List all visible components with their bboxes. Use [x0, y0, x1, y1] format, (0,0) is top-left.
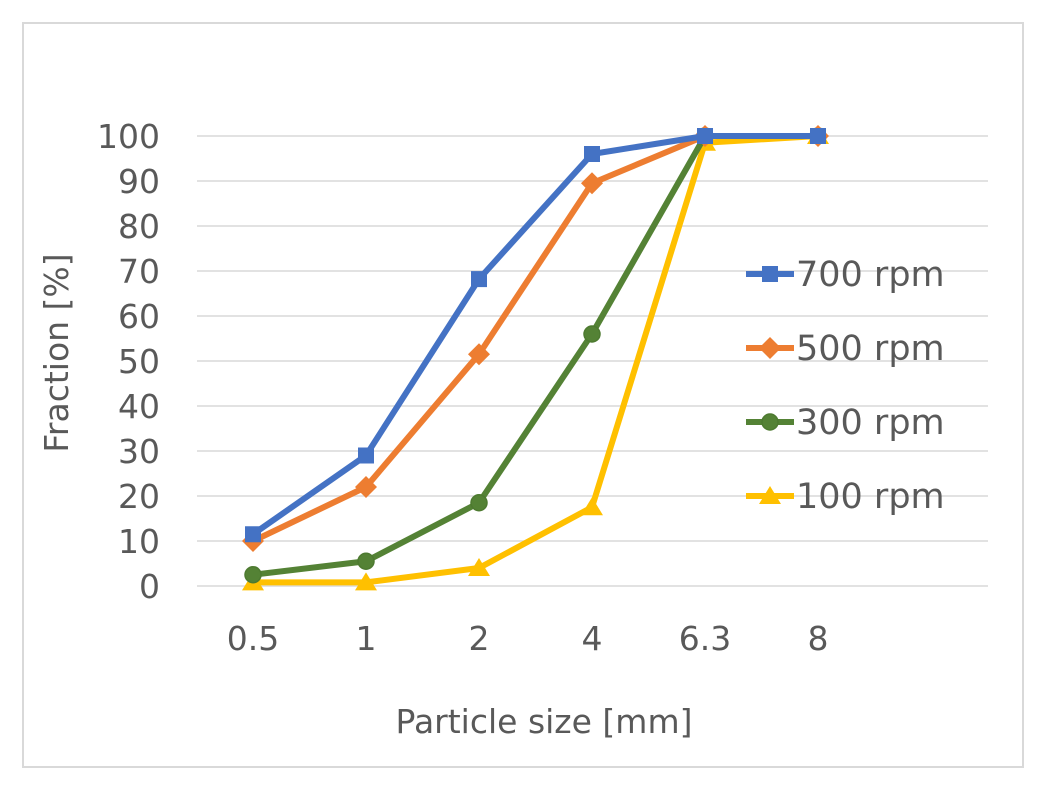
x-tick-label: 8: [808, 619, 829, 658]
legend-item: 300 rpm: [746, 403, 945, 443]
x-tick-label: 6.3: [679, 619, 731, 658]
data-point: [697, 128, 713, 144]
chart-area: [22, 22, 1024, 768]
legend-marker: [759, 337, 781, 359]
legend-marker: [761, 413, 779, 431]
data-point: [357, 552, 375, 570]
series-300-rpm: [244, 127, 827, 584]
y-tick-label: 60: [118, 297, 160, 336]
x-tick-label: 1: [356, 619, 377, 658]
series-line: [250, 133, 821, 544]
data-point: [244, 566, 262, 584]
x-tick-label: 4: [582, 619, 603, 658]
y-tick-label: 40: [118, 387, 160, 426]
legend-label: 100 rpm: [796, 477, 945, 517]
data-point: [581, 172, 603, 195]
legend-item: 500 rpm: [746, 329, 945, 369]
data-point: [581, 497, 603, 516]
y-tick-label: 20: [118, 477, 160, 516]
legend-label: 500 rpm: [796, 329, 945, 369]
data-point: [245, 526, 261, 543]
data-point: [355, 572, 377, 591]
series-line: [250, 133, 821, 578]
y-tick-label: 0: [139, 567, 160, 606]
x-axis-title: Particle size [mm]: [396, 702, 693, 741]
y-axis-ticks: 0 10 20 30 40 50 60 70 80 90 100: [97, 117, 160, 606]
legend-item: 100 rpm: [746, 477, 945, 517]
data-point: [358, 447, 374, 464]
legend-marker: [762, 266, 778, 282]
series-line: [250, 133, 821, 586]
series-700-rpm: [245, 128, 826, 543]
legend-item: 700 rpm: [746, 255, 945, 295]
y-tick-label: 90: [118, 162, 160, 201]
data-point: [471, 271, 487, 288]
x-tick-label: 0.5: [227, 619, 279, 658]
legend-label: 700 rpm: [796, 255, 945, 295]
y-tick-label: 50: [118, 342, 160, 381]
y-tick-label: 100: [97, 117, 160, 156]
y-tick-label: 30: [118, 432, 160, 471]
data-point: [355, 476, 377, 498]
data-point: [470, 494, 488, 512]
data-point: [584, 146, 600, 162]
y-tick-label: 80: [118, 207, 160, 246]
x-axis-ticks: 0.5 1 2 4 6.3 8: [227, 619, 829, 658]
legend-label: 300 rpm: [796, 403, 945, 443]
y-tick-label: 10: [118, 522, 160, 561]
data-point: [583, 325, 601, 343]
data-point: [468, 558, 490, 576]
data-point: [468, 343, 490, 366]
y-axis-title: Fraction [%]: [37, 253, 76, 452]
data-point: [810, 128, 826, 144]
series-500-rpm: [242, 125, 829, 552]
y-tick-label: 70: [118, 252, 160, 291]
series-group: [242, 125, 829, 591]
series-100-rpm: [242, 126, 829, 591]
series-line: [250, 133, 821, 538]
x-tick-label: 2: [469, 619, 490, 658]
legend: 700 rpm 500 rpm 300 rpm 100 rpm: [746, 255, 945, 517]
legend-marker: [759, 486, 781, 504]
